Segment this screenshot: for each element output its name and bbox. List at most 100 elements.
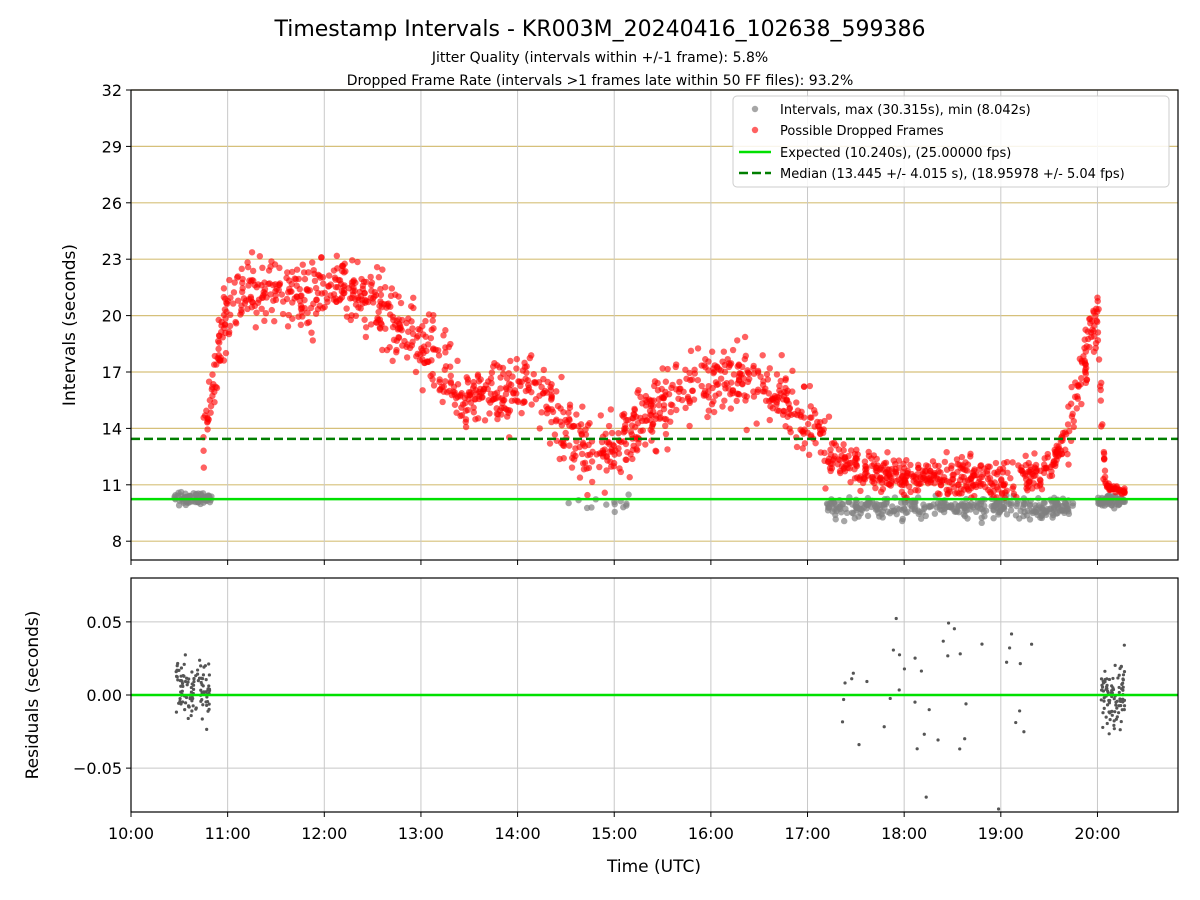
dropped-frame-point xyxy=(996,465,1004,473)
dropped-frame-point xyxy=(907,488,914,496)
dropped-frame-point xyxy=(1047,463,1054,471)
dropped-frame-point xyxy=(487,390,495,398)
dropped-frame-point xyxy=(729,346,737,354)
dropped-frame-point xyxy=(441,366,448,373)
dropped-frame-point xyxy=(546,440,554,447)
dropped-frame-point xyxy=(598,438,606,446)
dropped-frame-point xyxy=(701,387,709,395)
dropped-frame-point xyxy=(581,459,589,467)
dropped-frame-point xyxy=(445,343,453,351)
dropped-frame-point xyxy=(789,367,796,375)
residual-point xyxy=(190,670,194,674)
dropped-frame-point xyxy=(1097,397,1105,404)
dropped-frame-point xyxy=(209,371,216,378)
dropped-frame-point xyxy=(275,286,282,294)
dropped-frame-point xyxy=(745,375,753,383)
dropped-frame-point xyxy=(267,263,274,270)
residual-point xyxy=(183,708,187,712)
residual-point xyxy=(1122,704,1127,708)
residual-point xyxy=(936,738,940,742)
residual-point xyxy=(941,639,945,643)
residual-point xyxy=(185,683,189,687)
interval-point xyxy=(1059,507,1066,514)
dropped-frame-point xyxy=(367,273,374,281)
dropped-frame-point xyxy=(1088,317,1096,325)
x-tick-label: 20:00 xyxy=(1074,824,1120,843)
dropped-frame-point xyxy=(419,331,427,338)
residual-point xyxy=(190,699,194,703)
dropped-frame-point xyxy=(1031,450,1038,457)
dropped-frame-point xyxy=(677,385,684,392)
residual-point xyxy=(201,684,205,688)
dropped-frame-point xyxy=(743,426,750,434)
dropped-frame-point xyxy=(805,451,813,459)
interval-point xyxy=(175,489,182,497)
dropped-frame-point xyxy=(556,455,563,463)
dropped-frame-point xyxy=(678,396,686,404)
dropped-frame-point xyxy=(1009,459,1016,466)
residual-point xyxy=(952,627,956,631)
residual-point xyxy=(207,673,211,677)
dropped-frame-point xyxy=(859,479,867,487)
dropped-frame-point xyxy=(387,292,395,300)
dropped-frame-point xyxy=(226,322,234,330)
dropped-frame-point xyxy=(440,332,447,339)
residual-point xyxy=(1111,686,1115,690)
dropped-frame-point xyxy=(324,298,331,306)
dropped-frame-point xyxy=(354,258,361,266)
interval-point xyxy=(1030,507,1037,515)
dropped-frame-point xyxy=(1096,383,1104,390)
residual-point xyxy=(206,709,210,713)
interval-point xyxy=(915,510,922,518)
dropped-frame-point xyxy=(642,396,649,404)
dropped-frame-point xyxy=(477,385,484,393)
residual-point xyxy=(1118,666,1122,671)
dropped-frame-point xyxy=(200,464,208,471)
dropped-frame-point xyxy=(510,389,517,396)
dropped-frame-point xyxy=(321,303,328,311)
dropped-frame-point xyxy=(741,355,749,363)
interval-point xyxy=(1038,512,1046,519)
dropped-frame-point xyxy=(377,285,384,293)
dropped-frame-point xyxy=(776,382,783,390)
dropped-frame-point xyxy=(403,354,411,361)
interval-point xyxy=(888,507,895,515)
dropped-frame-point xyxy=(649,421,656,428)
dropped-frame-point xyxy=(208,386,216,393)
dropped-frame-point xyxy=(1048,472,1056,479)
interval-point xyxy=(830,499,838,507)
dropped-frame-point xyxy=(276,264,283,272)
residual-point xyxy=(1102,706,1106,710)
residual-point xyxy=(946,654,950,658)
dropped-frame-point xyxy=(1053,442,1060,449)
top-axes-frame xyxy=(130,89,1179,561)
dropped-frame-point xyxy=(442,327,449,334)
dropped-frame-point xyxy=(734,337,741,344)
dropped-frame-point xyxy=(1064,421,1072,428)
interval-point xyxy=(840,517,848,525)
dropped-frame-point xyxy=(240,295,248,302)
dropped-frame-point xyxy=(474,371,482,378)
dropped-frame-point xyxy=(954,481,961,489)
dropped-frame-point xyxy=(425,311,433,318)
dropped-frame-point xyxy=(689,387,696,394)
dropped-frame-point xyxy=(664,446,671,453)
dropped-frame-point xyxy=(727,390,734,398)
dropped-frame-point xyxy=(513,355,521,363)
dropped-frame-point xyxy=(278,291,286,298)
residual-point xyxy=(915,747,919,751)
dropped-frame-point xyxy=(588,478,596,486)
dropped-frame-point xyxy=(343,313,351,320)
dropped-frame-point xyxy=(355,304,362,311)
dropped-frame-point xyxy=(391,321,399,328)
dropped-frame-point xyxy=(1090,348,1098,355)
dropped-frame-point xyxy=(505,370,512,377)
dropped-frame-point xyxy=(1085,335,1092,343)
dropped-frame-point xyxy=(430,325,437,332)
dropped-frame-point xyxy=(540,375,547,383)
dropped-frame-point xyxy=(649,402,657,410)
dropped-frame-point xyxy=(211,398,218,406)
dropped-frame-point xyxy=(447,372,455,380)
dropped-frame-point xyxy=(487,399,494,406)
dropped-frame-point xyxy=(325,272,333,279)
